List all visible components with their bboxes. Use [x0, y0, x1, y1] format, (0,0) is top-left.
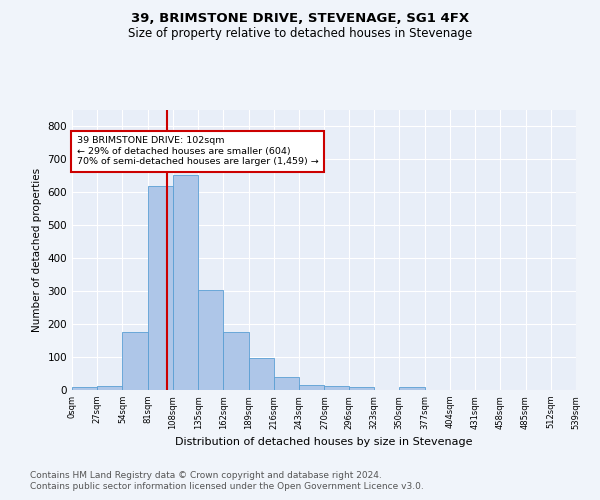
Bar — [249, 358, 274, 390]
Text: 39 BRIMSTONE DRIVE: 102sqm
← 29% of detached houses are smaller (604)
70% of sem: 39 BRIMSTONE DRIVE: 102sqm ← 29% of deta… — [77, 136, 319, 166]
Bar — [148, 186, 173, 390]
Bar — [122, 332, 148, 390]
Text: Size of property relative to detached houses in Stevenage: Size of property relative to detached ho… — [128, 28, 472, 40]
X-axis label: Distribution of detached houses by size in Stevenage: Distribution of detached houses by size … — [175, 437, 473, 447]
Bar — [325, 386, 349, 390]
Text: Contains public sector information licensed under the Open Government Licence v3: Contains public sector information licen… — [30, 482, 424, 491]
Bar — [399, 388, 425, 390]
Bar — [349, 386, 374, 390]
Bar — [274, 377, 299, 390]
Bar — [223, 332, 249, 390]
Text: Contains HM Land Registry data © Crown copyright and database right 2024.: Contains HM Land Registry data © Crown c… — [30, 470, 382, 480]
Bar — [299, 385, 325, 390]
Bar — [198, 290, 223, 390]
Bar — [173, 175, 198, 390]
Text: 39, BRIMSTONE DRIVE, STEVENAGE, SG1 4FX: 39, BRIMSTONE DRIVE, STEVENAGE, SG1 4FX — [131, 12, 469, 26]
Bar — [72, 388, 97, 390]
Bar — [97, 386, 122, 390]
Y-axis label: Number of detached properties: Number of detached properties — [32, 168, 42, 332]
